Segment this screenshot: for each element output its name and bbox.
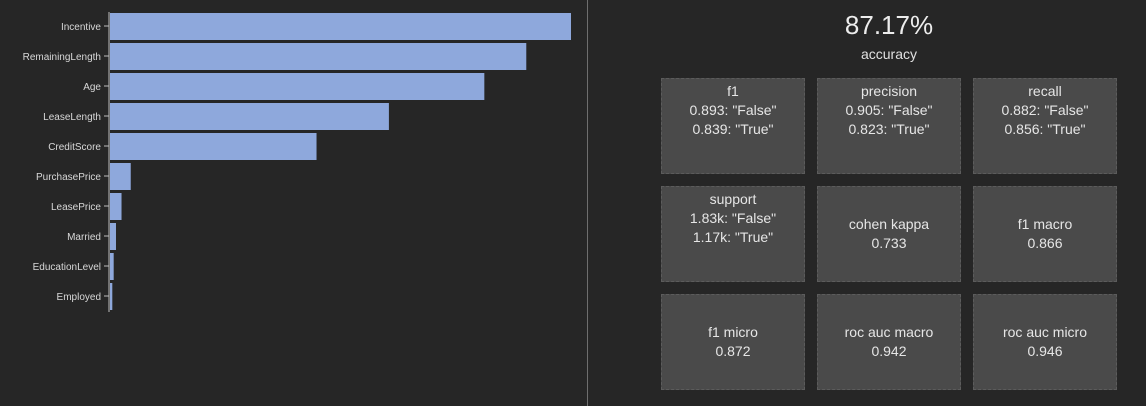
metric-tile-f1-macro: f1 macro 0.866 (973, 186, 1117, 282)
bar-purchaseprice (110, 163, 131, 190)
bar-creditscore (110, 133, 317, 160)
metric-title: cohen kappa (848, 216, 930, 232)
y-tick-label: EducationLevel (33, 262, 101, 273)
y-tick-label: RemainingLength (23, 52, 101, 63)
metric-value: 0.733 (871, 235, 907, 251)
metric-tile-support: support 1.83k: "False" 1.17k: "True" (661, 186, 805, 282)
feature-importance-chart: Incentive RemainingLength Age LeaseLength Cr… (23, 12, 571, 312)
metric-tile-f1: f1 0.893: "False" 0.839: "True" (661, 78, 805, 174)
panel-divider (587, 0, 588, 406)
metric-title: recall (1028, 83, 1062, 99)
metric-value: 0.872 (715, 343, 751, 359)
metric-title: support (709, 191, 757, 207)
metric-tile-roc-auc-micro: roc auc micro 0.946 (973, 294, 1117, 390)
metric-title: f1 (727, 83, 739, 99)
metric-tile-cohen-kappa: cohen kappa 0.733 (817, 186, 961, 282)
metric-line: 0.839: "True" (692, 121, 774, 137)
y-tick-label: Married (67, 232, 101, 243)
metrics-panel: 87.17% accuracy f1 0.893: "False" 0.839:… (588, 0, 1146, 406)
y-tick-label: Age (83, 82, 101, 93)
y-tick-label: Incentive (61, 22, 101, 33)
y-tick-label: CreditScore (48, 142, 101, 153)
metric-value: 0.942 (871, 343, 907, 359)
metric-title: roc auc micro (1002, 324, 1088, 340)
bar-age (110, 73, 485, 100)
metric-line: 1.17k: "True" (692, 229, 774, 245)
metric-line: 1.83k: "False" (689, 210, 777, 226)
metric-title: precision (860, 83, 918, 99)
bar-married (110, 223, 116, 250)
metric-tile-precision: precision 0.905: "False" 0.823: "True" (817, 78, 961, 174)
metric-line: 0.905: "False" (845, 102, 933, 118)
metric-title: f1 micro (708, 324, 758, 340)
feature-importance-panel: Incentive RemainingLength Age LeaseLength Cr… (23, 12, 571, 312)
metric-title: f1 macro (1017, 216, 1073, 232)
metric-line: 0.882: "False" (1001, 102, 1089, 118)
bar-leaselength (110, 103, 389, 130)
bar-leaseprice (110, 193, 122, 220)
y-tick-label: Employed (57, 292, 101, 303)
y-tick-label: LeaseLength (43, 112, 101, 123)
y-tick-label: PurchasePrice (36, 172, 101, 183)
metric-value: 0.866 (1027, 235, 1063, 251)
metric-line: 0.893: "False" (689, 102, 777, 118)
y-tick-label: LeasePrice (51, 202, 101, 213)
metric-value: 0.946 (1027, 343, 1063, 359)
metric-line: 0.856: "True" (1004, 121, 1086, 137)
accuracy-label: accuracy (860, 46, 918, 62)
bar-remaininglength (110, 43, 527, 70)
bar-educationlevel (110, 253, 114, 280)
metric-tile-roc-auc-macro: roc auc macro 0.942 (817, 294, 961, 390)
bar-incentive (110, 13, 571, 40)
accuracy-value: 87.17% (844, 10, 934, 40)
bar-employed (110, 283, 113, 310)
metric-tile-f1-micro: f1 micro 0.872 (661, 294, 805, 390)
metric-tile-recall: recall 0.882: "False" 0.856: "True" (973, 78, 1117, 174)
metric-title: roc auc macro (844, 324, 934, 340)
metric-line: 0.823: "True" (848, 121, 930, 137)
